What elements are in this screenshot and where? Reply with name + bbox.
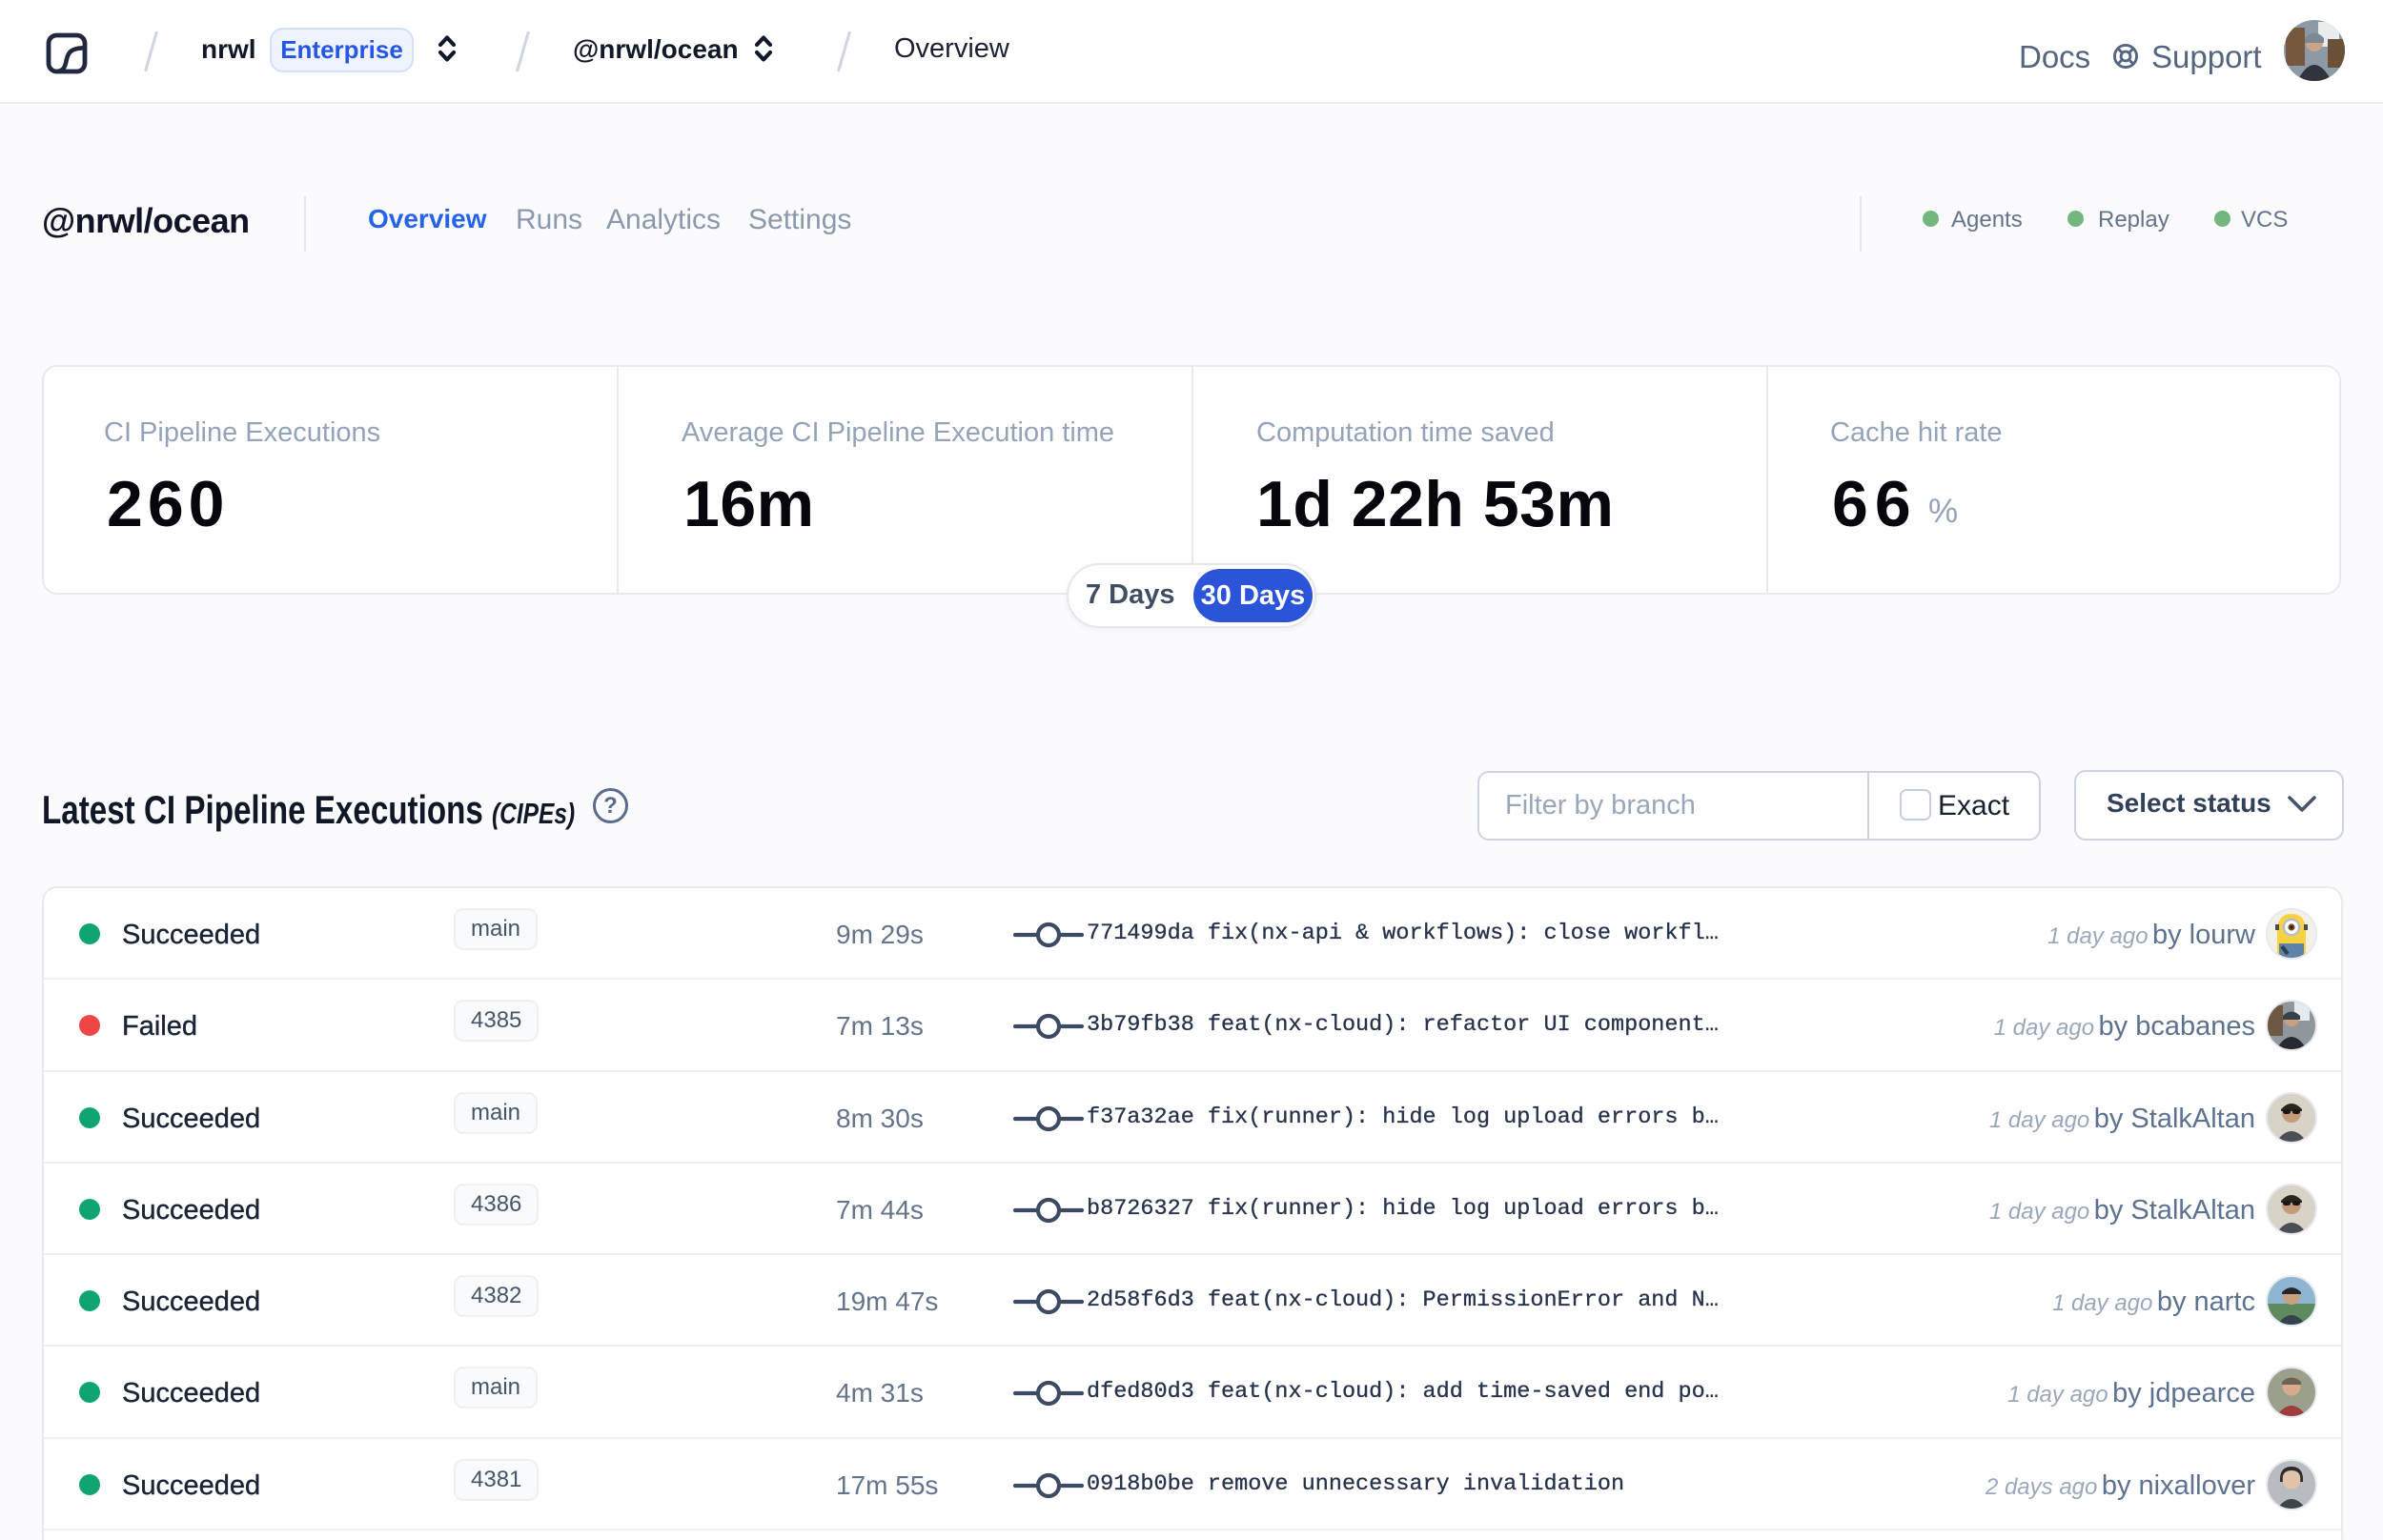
svg-text:?: ? <box>603 793 618 819</box>
